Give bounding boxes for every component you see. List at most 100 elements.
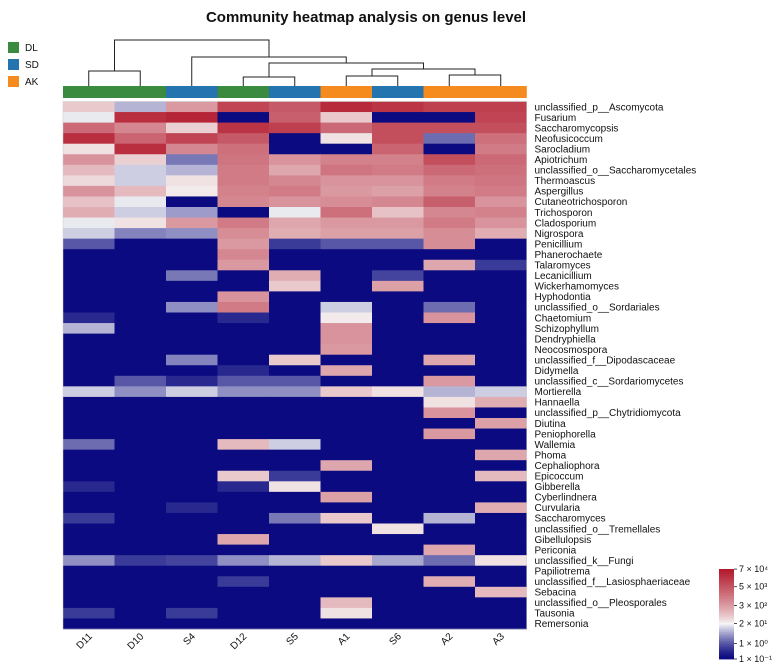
color-scale-step [719,639,734,642]
heatmap-cell [269,217,321,229]
heatmap-cell [475,449,527,461]
heatmap-cell [475,228,527,240]
heatmap-cell [423,196,476,208]
heatmap-cell [114,439,167,451]
heatmap-cell [63,154,115,166]
heatmap-cell [166,312,218,324]
heatmap-cell [166,607,218,619]
heatmap-cell [166,175,218,187]
heatmap-cell [166,491,218,503]
group-bar-s4 [166,86,218,98]
heatmap-cell [63,470,115,482]
heatmap-cell [114,544,167,556]
heatmap-cell [63,196,115,208]
heatmap-cell [475,101,527,113]
row-label: Remersonia [535,619,589,630]
column-label-a2: A2 [439,631,456,648]
heatmap-cell [217,143,270,155]
group-bar-a2 [423,86,476,98]
heatmap-cell [114,407,167,419]
heatmap-cell [217,375,270,387]
heatmap-cell [320,312,373,324]
color-scale-step [719,582,734,585]
heatmap-cell [166,418,218,429]
heatmap-cell [63,228,115,240]
heatmap-cell [269,428,321,440]
heatmap-cell [372,481,424,493]
row-label: Fusarium [535,113,577,124]
heatmap-cell [423,185,476,197]
heatmap-cell [166,576,218,588]
heatmap-cell [372,597,424,609]
heatmap-cell [372,270,424,282]
color-scale-step [719,588,734,591]
heatmap-cell [166,154,218,166]
heatmap-cell [423,301,476,313]
heatmap-cell [166,112,218,123]
color-scale-step [719,584,734,586]
heatmap-cell [63,576,115,588]
heatmap-cell [475,291,527,303]
heatmap-cell [63,217,115,229]
heatmap-cell [166,101,218,113]
heatmap-cell [166,207,218,218]
heatmap-cell [166,333,218,345]
heatmap-cell [372,228,424,240]
heatmap-cell [166,259,218,271]
heatmap-cell [166,133,218,145]
color-scale-step [719,602,734,604]
row-label: Thermoascus [535,176,596,187]
heatmap-cell [372,122,424,134]
heatmap-cell [63,407,115,419]
heatmap-cell [63,439,115,451]
heatmap-cell [475,396,527,408]
heatmap-cell [166,544,218,556]
heatmap-cell [320,565,373,577]
heatmap-cell [269,133,321,145]
heatmap-cell [166,354,218,366]
heatmap-cell [320,618,373,630]
heatmap-cell [320,101,373,113]
heatmap-cell [269,291,321,303]
heatmap-cell [320,607,373,619]
row-label: Chaetomium [535,313,592,324]
heatmap-cell [114,122,167,134]
heatmap-cell [166,428,218,440]
heatmap-cell [166,323,218,334]
color-scale-step [719,648,734,651]
heatmap-cell [423,249,476,261]
heatmap-cell [114,607,167,619]
dendro-link-root [114,39,270,71]
group-bar-a3 [475,86,527,98]
group-bar-s6 [372,86,424,98]
color-scale-step [719,615,734,618]
row-label: Cyberlindnera [535,493,598,504]
color-scale-step [719,572,734,574]
heatmap-cell [372,407,424,419]
heatmap-cell [423,586,476,598]
row-label: unclassified_f__Dipodascaceae [535,355,676,366]
heatmap-cell [372,333,424,345]
row-label: Tausonia [535,609,575,620]
heatmap-cell [475,555,527,567]
heatmap-cell [217,207,270,218]
heatmap-cell [269,576,321,588]
heatmap-cell [114,375,167,387]
heatmap-cell [320,143,373,155]
heatmap-cell [114,249,167,261]
heatmap-cell [320,164,373,176]
heatmap-cell [475,301,527,313]
heatmap-cell [217,354,270,366]
heatmap-cell [114,228,167,240]
color-scale-step [719,600,734,603]
color-scale-step [719,573,734,576]
legend-swatch-sd [8,59,19,70]
heatmap-cell [166,449,218,461]
heatmap-cell [423,439,476,451]
group-bar-d10 [114,86,167,98]
heatmap-cell [475,544,527,556]
heatmap-cell [269,396,321,408]
heatmap-cell [475,491,527,503]
heatmap-cell [217,418,270,429]
heatmap-cell [114,323,167,334]
